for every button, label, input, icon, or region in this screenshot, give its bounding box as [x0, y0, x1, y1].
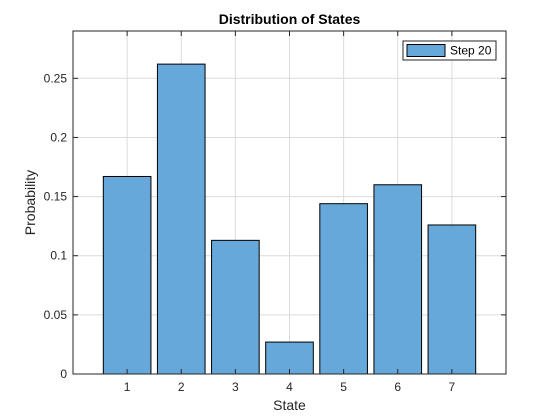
x-tick-label: 2 — [178, 380, 185, 394]
y-tick-label: 0.1 — [50, 249, 67, 263]
bar-state-7 — [427, 224, 477, 375]
x-tick-label: 3 — [232, 380, 239, 394]
x-axis-label: State — [273, 397, 306, 413]
y-tick-label: 0.25 — [44, 71, 68, 85]
x-tick-label: 4 — [286, 380, 293, 394]
bar-state-5 — [319, 203, 368, 375]
x-tick-label: 7 — [449, 380, 456, 394]
y-tick-label: 0 — [60, 367, 67, 381]
legend: Step 20 — [402, 40, 497, 61]
bars — [102, 63, 477, 375]
legend-swatch — [406, 44, 446, 57]
bar-state-6 — [373, 184, 423, 375]
chart-title: Distribution of States — [219, 11, 361, 27]
legend-entry-step-20: Step 20 — [450, 44, 492, 58]
x-axis-ticks: 1 2 3 4 5 6 7 — [124, 31, 456, 394]
bar-state-1 — [102, 175, 152, 375]
y-axis-ticks: 0 0.05 0.1 0.15 0.2 0.25 — [44, 71, 506, 381]
bar-state-2 — [156, 63, 206, 375]
bar-state-3 — [211, 239, 260, 375]
x-tick-label: 1 — [124, 380, 131, 394]
x-tick-label: 6 — [394, 380, 401, 394]
y-tick-label: 0.05 — [44, 308, 68, 322]
y-axis-label: Probability — [22, 170, 38, 235]
x-tick-label: 5 — [340, 380, 347, 394]
y-tick-label: 0.2 — [50, 130, 67, 144]
bar-state-4 — [265, 341, 314, 375]
y-tick-label: 0.15 — [44, 190, 68, 204]
